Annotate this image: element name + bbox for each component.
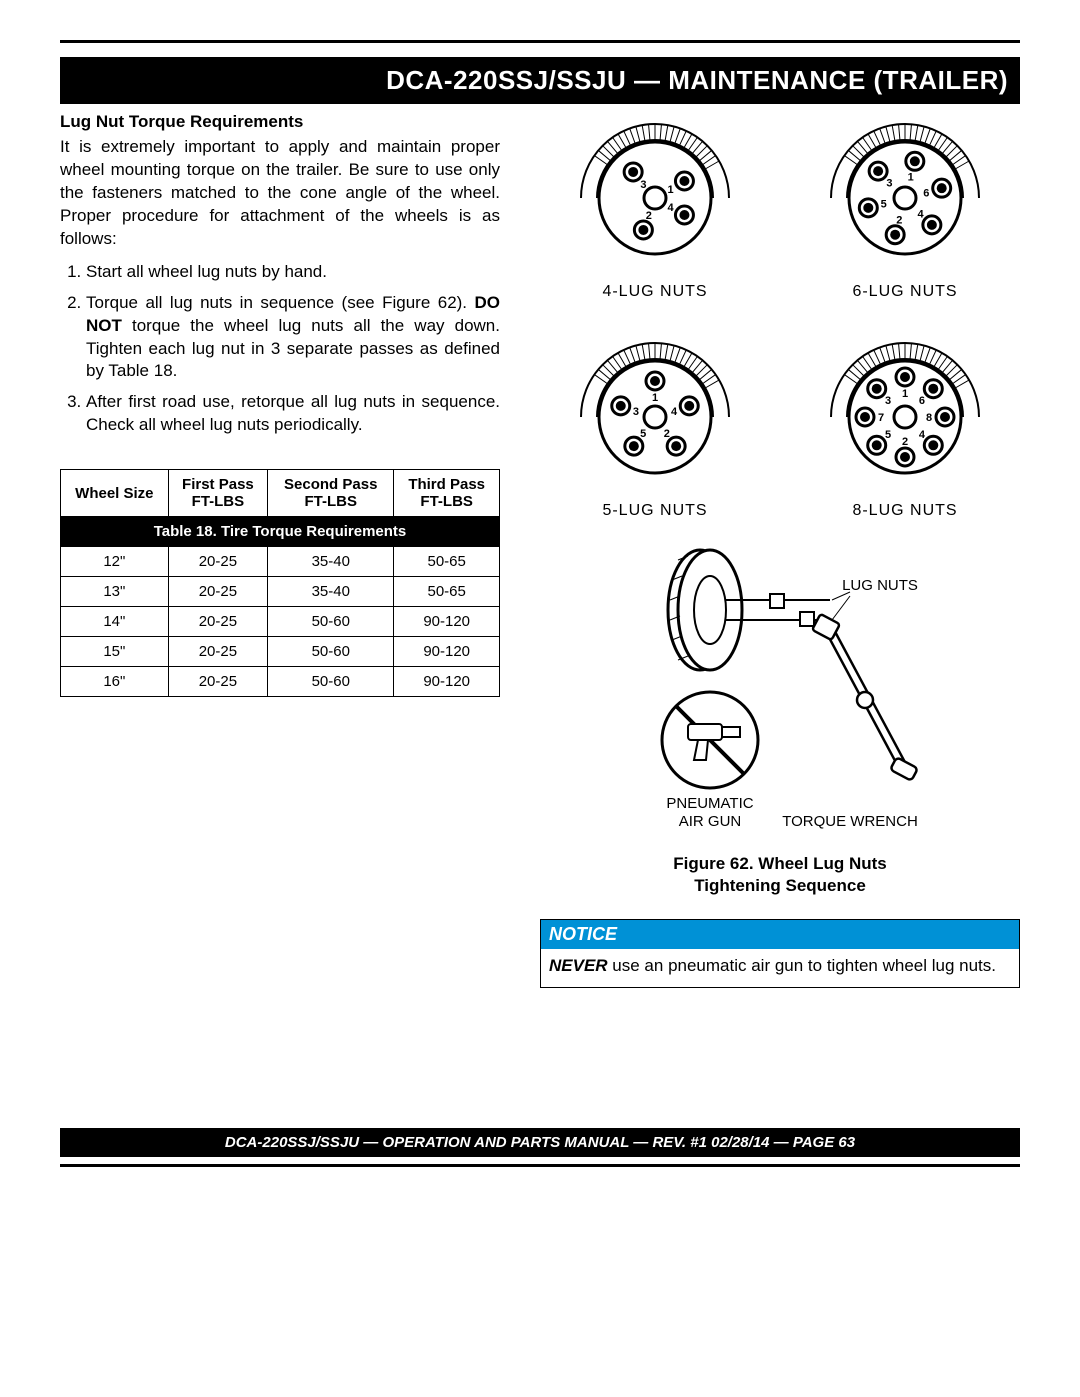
th-first-pass: First PassFT-LBS — [168, 470, 267, 517]
table-cell: 50-60 — [268, 607, 394, 637]
lug-pattern-label: 8-LUG NUTS — [800, 502, 1010, 520]
tool-diagram: LUG NUTS PNEUMATIC AIR GUN — [540, 540, 1020, 897]
intro-paragraph: It is extremely important to apply and m… — [60, 136, 500, 251]
figure-caption: Figure 62. Wheel Lug Nuts Tightening Seq… — [540, 853, 1020, 897]
table-cell: 16" — [61, 667, 169, 697]
torque-wrench-label: TORQUE WRENCH — [782, 813, 918, 830]
lug-pattern-cell: 13752486 8-LUG NUTS — [800, 331, 1010, 520]
title-text: DCA-220SSJ/SSJU — MAINTENANCE (TRAILER) — [386, 65, 1008, 95]
th-third-pass: Third PassFT-LBS — [394, 470, 500, 517]
table-cell: 50-65 — [394, 547, 500, 577]
svg-text:8: 8 — [926, 412, 932, 424]
svg-text:3: 3 — [640, 179, 646, 191]
title-bar: DCA-220SSJ/SSJU — MAINTENANCE (TRAILER) — [60, 57, 1020, 104]
lug-pattern-cell: 1 35 24 5-LUG NUTS — [550, 331, 760, 520]
step-3: After first road use, retorque all lug n… — [86, 391, 500, 437]
notice-body: NEVER use an pneumatic air gun to tighte… — [541, 949, 1019, 987]
table-row: 13"20-2535-4050-65 — [61, 577, 500, 607]
svg-text:7: 7 — [878, 412, 884, 424]
page-bottom-border — [60, 1163, 1020, 1167]
svg-text:1: 1 — [902, 388, 908, 400]
table-cell: 13" — [61, 577, 169, 607]
lug-pattern-grid: 1324 4-LUG NUTS 135246 6-LUG NUTS — [540, 112, 1020, 520]
step-1: Start all wheel lug nuts by hand. — [86, 261, 500, 284]
table-row: 12"20-2535-4050-65 — [61, 547, 500, 577]
table-cell: 90-120 — [394, 667, 500, 697]
table-cell: 50-60 — [268, 637, 394, 667]
svg-text:5: 5 — [881, 199, 887, 211]
table-row: 16"20-2550-6090-120 — [61, 667, 500, 697]
table-cell: 12" — [61, 547, 169, 577]
svg-text:3: 3 — [886, 177, 892, 189]
lug-nuts-label: LUG NUTS — [842, 577, 918, 594]
table-cell: 20-25 — [168, 667, 267, 697]
left-column: Lug Nut Torque Requirements It is extrem… — [60, 112, 500, 988]
table-cell: 90-120 — [394, 637, 500, 667]
svg-text:6: 6 — [919, 395, 925, 407]
svg-text:5: 5 — [640, 428, 646, 440]
lug-pattern-label: 4-LUG NUTS — [550, 283, 760, 301]
pneumatic-label-1: PNEUMATIC — [666, 795, 753, 812]
svg-text:5: 5 — [885, 429, 891, 441]
svg-text:3: 3 — [885, 395, 891, 407]
notice-text: use an pneumatic air gun to tighten whee… — [608, 956, 996, 975]
table-header-row: Wheel Size First PassFT-LBS Second PassF… — [61, 470, 500, 517]
table-cell: 50-60 — [268, 667, 394, 697]
svg-text:4: 4 — [668, 202, 675, 214]
table-cell: 20-25 — [168, 577, 267, 607]
svg-text:2: 2 — [646, 210, 652, 222]
th-wheel-size: Wheel Size — [61, 470, 169, 517]
th-second-pass: Second PassFT-LBS — [268, 470, 394, 517]
table-row: 14"20-2550-6090-120 — [61, 607, 500, 637]
table-title-row: Table 18. Tire Torque Requirements — [61, 517, 500, 547]
table-cell: 20-25 — [168, 607, 267, 637]
table-title: Table 18. Tire Torque Requirements — [61, 517, 500, 547]
svg-text:1: 1 — [668, 184, 674, 196]
table-cell: 14" — [61, 607, 169, 637]
svg-text:4: 4 — [919, 429, 926, 441]
svg-text:2: 2 — [664, 428, 670, 440]
notice-box: NOTICE NEVER use an pneumatic air gun to… — [540, 919, 1020, 988]
table-cell: 20-25 — [168, 637, 267, 667]
step-2-text-a: Torque all lug nuts in sequence (see Fig… — [86, 293, 475, 312]
table-cell: 90-120 — [394, 607, 500, 637]
svg-text:1: 1 — [908, 172, 914, 184]
table-cell: 15" — [61, 637, 169, 667]
tool-diagram-svg: LUG NUTS PNEUMATIC AIR GUN — [600, 540, 960, 840]
page-footer: DCA-220SSJ/SSJU — OPERATION AND PARTS MA… — [60, 1128, 1020, 1157]
lug-pattern-cell: 1 3 2 4 4-LUG NUTS — [550, 112, 760, 301]
section-heading: Lug Nut Torque Requirements — [60, 112, 500, 132]
lug-pattern-cell: 1 3 52 4 6 6-LUG NUTS — [800, 112, 1010, 301]
lug-pattern-label: 5-LUG NUTS — [550, 502, 760, 520]
procedure-steps: Start all wheel lug nuts by hand. Torque… — [60, 261, 500, 438]
content-columns: Lug Nut Torque Requirements It is extrem… — [60, 112, 1020, 988]
notice-never: NEVER — [549, 956, 608, 975]
table-cell: 35-40 — [268, 577, 394, 607]
table-body: 12"20-2535-4050-6513"20-2535-4050-6514"2… — [61, 547, 500, 697]
svg-text:1: 1 — [652, 392, 658, 404]
notice-header: NOTICE — [541, 920, 1019, 949]
step-2: Torque all lug nuts in sequence (see Fig… — [86, 292, 500, 384]
table-cell: 35-40 — [268, 547, 394, 577]
svg-text:4: 4 — [671, 406, 678, 418]
svg-text:3: 3 — [633, 406, 639, 418]
table-cell: 20-25 — [168, 547, 267, 577]
torque-table: Table 18. Tire Torque Requirements Wheel… — [60, 469, 500, 697]
right-column: 1324 4-LUG NUTS 135246 6-LUG NUTS — [540, 112, 1020, 988]
pneumatic-label-2: AIR GUN — [679, 813, 742, 830]
table-cell: 50-65 — [394, 577, 500, 607]
page-top-border — [60, 40, 1020, 43]
svg-text:6: 6 — [923, 187, 929, 199]
table-row: 15"20-2550-6090-120 — [61, 637, 500, 667]
svg-text:2: 2 — [896, 214, 902, 226]
svg-text:4: 4 — [917, 209, 924, 221]
svg-text:2: 2 — [902, 436, 908, 448]
step-2-text-b: torque the wheel lug nuts all the way do… — [86, 316, 500, 381]
lug-pattern-label: 6-LUG NUTS — [800, 283, 1010, 301]
